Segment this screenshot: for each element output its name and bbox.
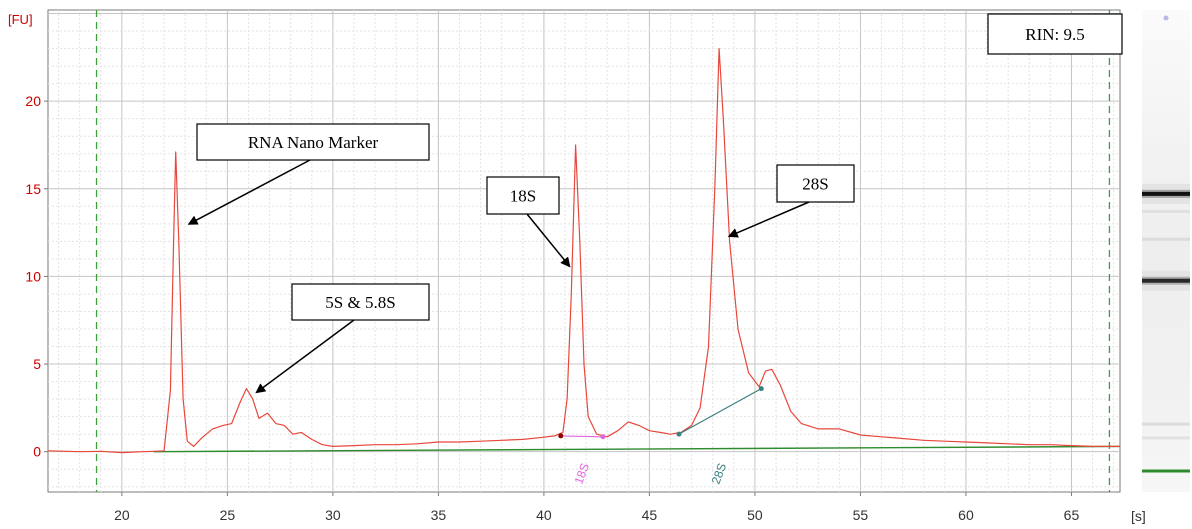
annotation-box [196, 123, 430, 161]
gel-faint-band [1142, 422, 1190, 426]
annotation-label: RNA Nano Marker [248, 133, 379, 152]
region-markers [95, 10, 1111, 492]
gel-marker-dot [1163, 15, 1169, 21]
x-tick-label: 45 [642, 507, 658, 523]
peak-regions: 18S 28S [558, 386, 764, 486]
annotation-box [486, 176, 560, 215]
signal-trace [47, 48, 1120, 454]
annotation-arrow [255, 319, 355, 394]
y-tick-label: 20 [25, 93, 41, 109]
y-axis-ticks: 0 5 10 15 20 [25, 93, 48, 460]
x-axis-ticks: 20 25 30 35 40 45 50 55 60 65 [114, 492, 1079, 523]
gel-background [1142, 10, 1190, 492]
annotation-label: 28S [802, 175, 828, 194]
x-tick-label: 55 [853, 507, 869, 523]
baseline-group [153, 445, 1121, 453]
x-tick-label: 30 [325, 507, 341, 523]
annotations: RNA Nano Marker 5S & 5.8S 18S 28S [187, 123, 855, 394]
y-tick-label: 10 [25, 268, 41, 284]
peak-28s-axis-label: 28S [709, 461, 729, 486]
plot-area [47, 9, 1121, 493]
y-tick-label: 15 [25, 181, 41, 197]
gel-faint-band [1142, 436, 1190, 440]
baseline-line [153, 445, 1121, 453]
x-axis-label: [s] [1131, 508, 1146, 524]
gel-lane [1142, 10, 1190, 492]
annotation-box [776, 164, 855, 203]
gel-band [1142, 278, 1190, 283]
x-tick-label: 50 [747, 507, 763, 523]
peak-18s-axis-label: 18S [572, 461, 592, 486]
x-tick-label: 60 [958, 507, 974, 523]
annotation-label: 18S [510, 187, 536, 206]
gel-faint-band [1142, 210, 1190, 214]
gel-faint-band [1142, 237, 1190, 241]
trace-group [47, 48, 1120, 454]
y-tick-label: 0 [33, 444, 41, 460]
x-tick-label: 40 [536, 507, 552, 523]
annotation-label: 5S & 5.8S [325, 293, 395, 312]
annotation-box [291, 283, 430, 321]
y-tick-label: 5 [33, 356, 41, 372]
grid-lines [48, 10, 1120, 492]
x-tick-label: 20 [114, 507, 130, 523]
x-tick-label: 35 [431, 507, 447, 523]
annotation-arrow [526, 213, 571, 268]
rin-box [987, 13, 1123, 55]
gel-band [1142, 191, 1190, 196]
peak-28s-integration-line [678, 388, 762, 435]
peak-18s-integration-line [560, 435, 604, 438]
annotation-arrow [187, 159, 311, 225]
peak-18s-end-dot [600, 434, 606, 440]
x-tick-label: 25 [220, 507, 236, 523]
peak-28s-start-dot [676, 431, 682, 437]
annotation-arrow [727, 201, 810, 238]
rin-label: RIN: 9.5 [1025, 25, 1085, 44]
peak-28s-end-dot [758, 386, 764, 392]
y-axis-label: [FU] [8, 12, 33, 27]
peak-18s-start-dot [558, 433, 564, 439]
x-tick-label: 65 [1064, 507, 1080, 523]
